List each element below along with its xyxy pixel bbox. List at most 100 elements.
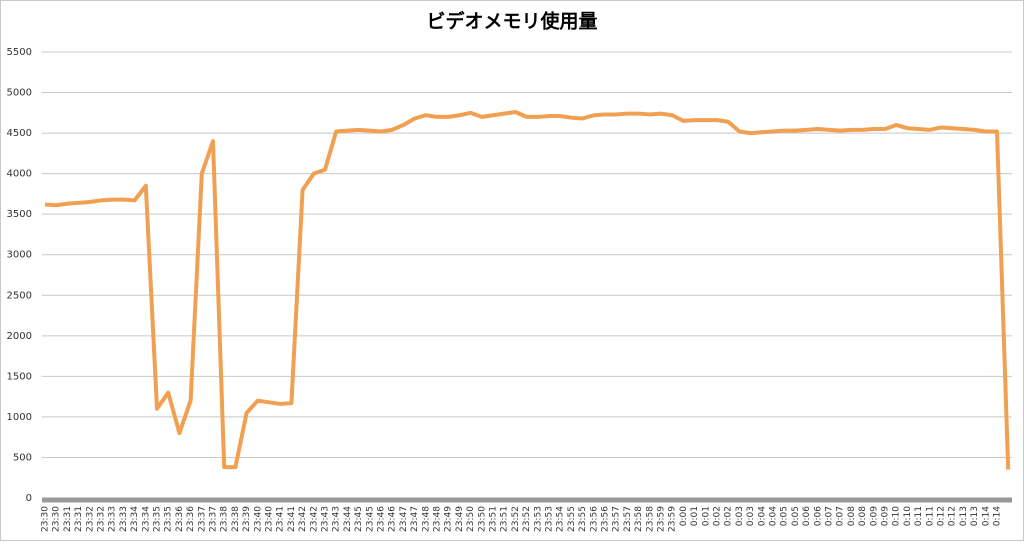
x-tick-label: 23:44 xyxy=(343,506,353,532)
y-tick-label: 4500 xyxy=(7,128,32,139)
x-tick-label: 23:31 xyxy=(74,506,84,532)
x-tick-label: 23:40 xyxy=(253,506,263,532)
y-tick-label: 1500 xyxy=(7,371,32,382)
x-tick-label: 23:33 xyxy=(108,506,118,532)
y-tick-label: 1000 xyxy=(7,412,32,423)
x-tick-label: 0:06 xyxy=(813,506,823,526)
x-tick-label: 23:45 xyxy=(365,506,375,532)
x-tick-label: 23:57 xyxy=(623,506,633,532)
x-tick-label: 23:35 xyxy=(153,506,163,532)
y-tick-label: 500 xyxy=(13,452,32,463)
x-tick-label: 0:14 xyxy=(993,506,1003,526)
x-tick-label: 0:13 xyxy=(959,506,969,526)
x-tick-label: 23:55 xyxy=(578,506,588,532)
x-tick-label: 23:53 xyxy=(545,506,555,532)
x-tick-label: 23:49 xyxy=(455,506,465,532)
y-tick-label: 2000 xyxy=(7,331,32,342)
x-tick-label: 0:12 xyxy=(937,506,947,526)
x-tick-label: 23:38 xyxy=(231,506,241,532)
x-tick-label: 23:58 xyxy=(645,506,655,532)
x-tick-label: 23:45 xyxy=(354,506,364,532)
x-tick-label: 0:03 xyxy=(746,506,756,526)
y-tick-label: 3000 xyxy=(7,250,32,261)
x-tick-label: 23:34 xyxy=(130,506,140,532)
x-tick-label: 23:43 xyxy=(321,506,331,532)
x-tick-label: 23:42 xyxy=(309,506,319,532)
x-tick-label: 23:46 xyxy=(388,506,398,532)
chart-title: ビデオメモリ使用量 xyxy=(426,10,597,33)
x-tick-label: 23:49 xyxy=(444,506,454,532)
x-tick-label: 0:11 xyxy=(925,506,935,526)
data-line xyxy=(44,110,1011,470)
x-tick-label: 23:39 xyxy=(242,506,252,532)
x-tick-label: 0:09 xyxy=(881,506,891,526)
x-tick-label: 0:11 xyxy=(914,506,924,526)
x-tick-label: 0:07 xyxy=(825,506,835,526)
x-tick-label: 23:47 xyxy=(399,506,409,532)
x-tick-label: 23:54 xyxy=(556,506,566,532)
x-tick-label: 0:10 xyxy=(892,506,902,526)
x-tick-label: 23:50 xyxy=(466,506,476,532)
x-tick-label: 23:52 xyxy=(522,506,532,532)
x-tick-label: 0:05 xyxy=(780,506,790,526)
x-tick-label: 23:41 xyxy=(287,506,297,532)
x-tick-label: 23:59 xyxy=(657,506,667,532)
x-tick-label: 23:35 xyxy=(164,506,174,532)
y-tick-label: 4000 xyxy=(7,169,32,180)
x-tick-label: 0:04 xyxy=(757,506,767,526)
x-tick-label: 0:02 xyxy=(713,506,723,526)
x-tick-label: 23:34 xyxy=(141,506,151,532)
x-tick-label: 23:36 xyxy=(175,506,185,532)
x-tick-label: 0:10 xyxy=(903,506,913,526)
x-tick-label: 23:41 xyxy=(276,506,286,532)
x-tick-label: 23:37 xyxy=(209,506,219,532)
x-tick-label: 23:31 xyxy=(63,506,73,532)
x-tick-label: 0:13 xyxy=(970,506,980,526)
y-tick-label: 5500 xyxy=(7,47,32,58)
x-tick-label: 0:04 xyxy=(769,506,779,526)
x-tick-label: 23:56 xyxy=(589,506,599,532)
x-tick-label: 23:52 xyxy=(511,506,521,532)
x-tick-label: 23:51 xyxy=(489,506,499,532)
x-tick-label: 23:48 xyxy=(421,506,431,532)
x-tick-label: 23:47 xyxy=(410,506,420,532)
x-tick-label: 0:05 xyxy=(791,506,801,526)
x-tick-label: 23:43 xyxy=(332,506,342,532)
x-tick-label: 0:00 xyxy=(679,506,689,526)
x-tick-label: 23:33 xyxy=(119,506,129,532)
x-tick-label: 23:56 xyxy=(601,506,611,532)
x-tick-label: 23:37 xyxy=(197,506,207,532)
x-tick-label: 0:12 xyxy=(948,506,958,526)
x-tick-label: 0:07 xyxy=(836,506,846,526)
x-tick-label: 23:46 xyxy=(377,506,387,532)
x-tick-label: 23:51 xyxy=(500,506,510,532)
y-tick-label: 0 xyxy=(26,493,32,504)
y-tick-label: 2500 xyxy=(7,290,32,301)
x-tick-label: 0:06 xyxy=(802,506,812,526)
x-tick-label: 23:30 xyxy=(41,506,51,532)
x-tick-label: 23:48 xyxy=(433,506,443,532)
x-tick-label: 23:30 xyxy=(52,506,62,532)
x-tick-label: 23:32 xyxy=(85,506,95,532)
y-tick-label: 3500 xyxy=(7,209,32,220)
x-tick-label: 0:03 xyxy=(735,506,745,526)
x-tick-label: 23:53 xyxy=(533,506,543,532)
x-tick-label: 23:42 xyxy=(298,506,308,532)
x-tick-label: 23:36 xyxy=(186,506,196,532)
x-tick-label: 23:32 xyxy=(97,506,107,532)
x-tick-label: 0:14 xyxy=(981,506,991,526)
x-tick-label: 0:01 xyxy=(690,506,700,526)
x-tick-label: 23:38 xyxy=(220,506,230,532)
x-tick-label: 0:01 xyxy=(701,506,711,526)
x-tick-label: 23:59 xyxy=(668,506,678,532)
x-tick-label: 0:02 xyxy=(724,506,734,526)
x-tick-label: 0:08 xyxy=(858,506,868,526)
x-tick-label: 23:50 xyxy=(477,506,487,532)
x-tick-label: 23:40 xyxy=(265,506,275,532)
x-tick-label: 23:58 xyxy=(634,506,644,532)
x-tick-label: 0:08 xyxy=(847,506,857,526)
x-tick-label: 0:09 xyxy=(869,506,879,526)
y-tick-label: 5000 xyxy=(7,88,32,99)
